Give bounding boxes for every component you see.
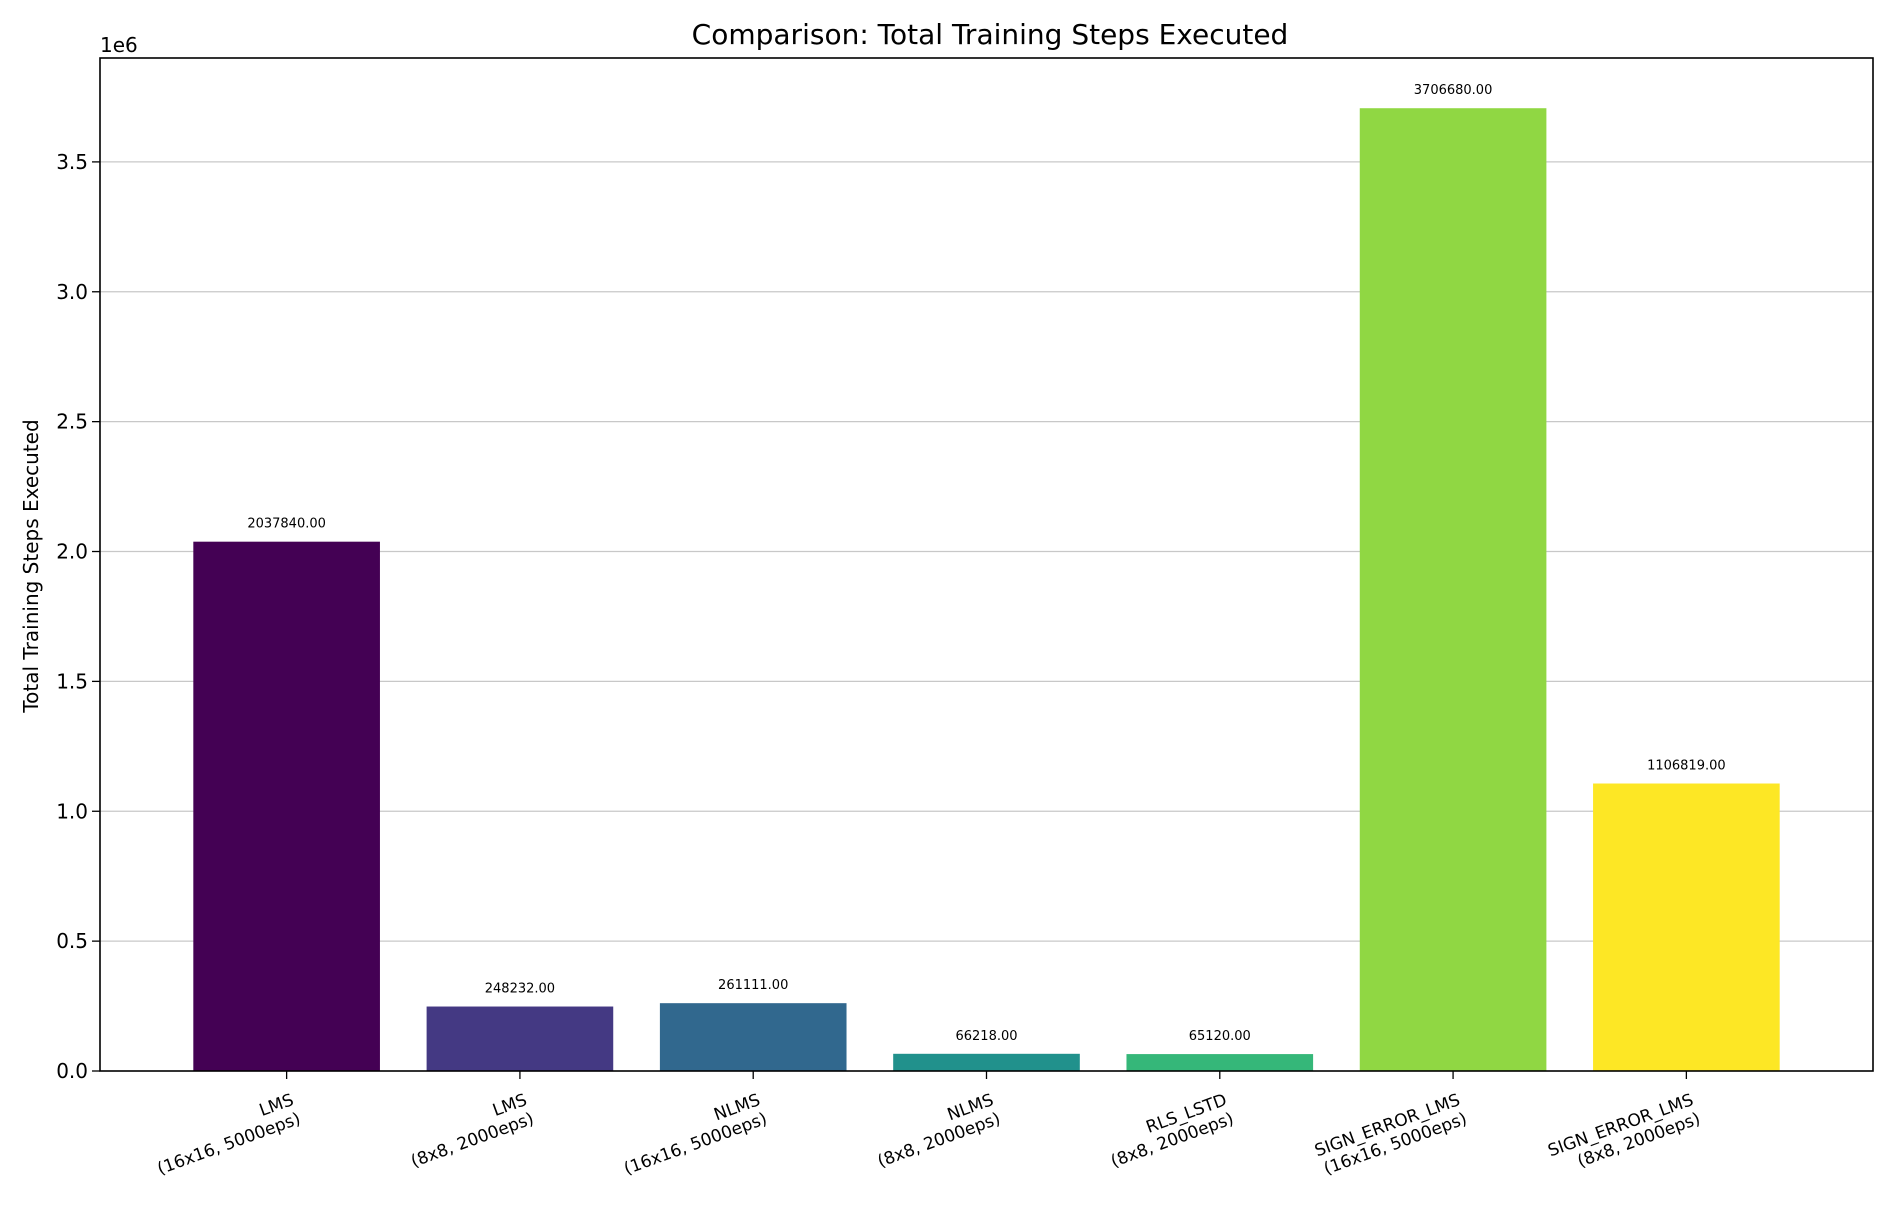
bar-value-label: 65120.00	[1189, 1029, 1251, 1044]
y-tick-label: 2.5	[56, 410, 88, 434]
bar	[893, 1053, 1080, 1071]
y-tick-label: 3.5	[56, 150, 88, 174]
x-tick-label: SIGN_ERROR_LMS(8x8, 2000eps)	[1545, 1090, 1703, 1172]
y-tick-label: 2.0	[56, 540, 88, 564]
bar-value-label: 261111.00	[718, 978, 788, 993]
x-tick-label: NLMS(8x8, 2000eps)	[875, 1090, 1003, 1172]
x-tick-label-line: (8x8, 2000eps)	[408, 1109, 536, 1172]
bar	[659, 1003, 847, 1071]
y-tick-label: 0.0	[56, 1059, 88, 1083]
gridlines	[100, 161, 1873, 942]
y-tick-label: 3.0	[56, 280, 88, 304]
bar-value-label: 3706680.00	[1414, 83, 1493, 98]
bar	[426, 1006, 614, 1071]
x-tick-label-line: (8x8, 2000eps)	[875, 1109, 1003, 1172]
x-tick-label-line: (16x16, 5000eps)	[621, 1109, 770, 1179]
y-axis-ticks: 0.0 0.5 1.0 1.5 2.0 2.5 3.0 3.5	[56, 150, 100, 1083]
y-tick-label: 1.0	[56, 799, 88, 823]
bar-value-label: 66218.00	[955, 1029, 1017, 1044]
bar-value-label: 2037840.00	[247, 517, 326, 532]
bar-value-labels: 2037840.00 248232.00 261111.00 66218.00 6512…	[247, 83, 1725, 1044]
y-tick-label: 0.5	[56, 929, 88, 953]
x-tick-label: SIGN_ERROR_LMS(16x16, 5000eps)	[1312, 1090, 1470, 1179]
y-axis-offset-label: 1e6	[100, 33, 138, 57]
bar	[1593, 783, 1780, 1071]
y-axis-label: Total Training Steps Executed	[19, 419, 43, 713]
x-tick-label: LMS(8x8, 2000eps)	[408, 1090, 536, 1172]
x-tick-label: RLS_LSTD(8x8, 2000eps)	[1108, 1090, 1236, 1172]
bar	[193, 541, 380, 1071]
bar	[1126, 1054, 1314, 1071]
x-tick-label-line: (16x16, 5000eps)	[155, 1109, 304, 1179]
x-tick-label: NLMS(16x16, 5000eps)	[621, 1090, 770, 1179]
x-axis-ticks: LMS(16x16, 5000eps) LMS(8x8, 2000eps) NLMS…	[155, 1071, 1703, 1179]
y-tick-label: 1.5	[56, 669, 88, 693]
bar	[1359, 108, 1547, 1072]
x-tick-label: LMS(16x16, 5000eps)	[155, 1090, 304, 1179]
bars	[193, 108, 1780, 1072]
chart-title: Comparison: Total Training Steps Execute…	[692, 18, 1289, 51]
bar-value-label: 248232.00	[485, 982, 555, 997]
bar-value-label: 1106819.00	[1647, 759, 1726, 774]
